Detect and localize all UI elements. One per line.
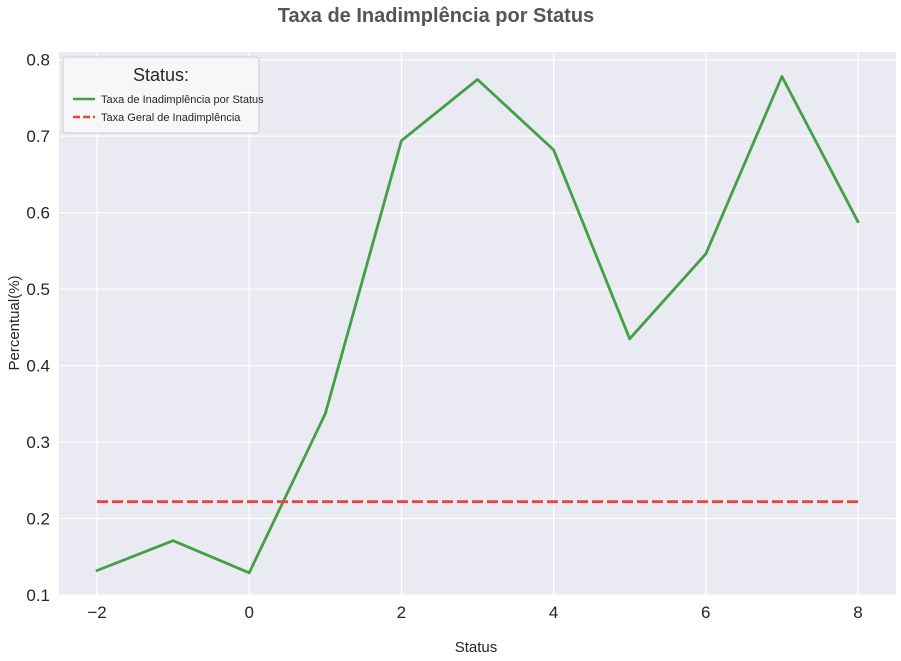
- legend-label-series-2: Taxa Geral de Inadimplência: [101, 112, 241, 124]
- series-1-point: [629, 338, 631, 340]
- series-line-1: [95, 75, 860, 575]
- plot-area: [59, 52, 896, 595]
- series-2-point: [96, 501, 98, 503]
- x-tick-label: 0: [244, 603, 253, 622]
- y-axis-label: Percentual(%): [6, 275, 23, 370]
- series-1-point: [477, 79, 479, 81]
- series-1-point: [553, 149, 555, 151]
- x-tick-label: −2: [87, 603, 106, 622]
- legend-box: [62, 56, 260, 134]
- y-tick-label: 0.7: [26, 127, 50, 146]
- y-tick-label: 0.1: [26, 586, 50, 605]
- x-tick-label: 6: [701, 603, 710, 622]
- x-tick-labels: −2 0 2 4 6 8: [87, 603, 862, 622]
- series-1-point: [857, 221, 859, 223]
- series-2-point: [857, 501, 859, 503]
- series-1-point: [172, 540, 174, 542]
- x-tick-label: 2: [397, 603, 406, 622]
- series-1-point: [705, 253, 707, 255]
- series-1-point: [400, 140, 402, 142]
- y-tick-label: 0.2: [26, 510, 50, 529]
- y-tick-labels: 0.1 0.2 0.3 0.4 0.5 0.6 0.7 0.8: [26, 51, 50, 605]
- series-1-point: [248, 572, 250, 574]
- chart-title: Taxa de Inadimplência por Status: [278, 5, 594, 27]
- legend: Status: Taxa de Inadimplência por Status…: [62, 56, 264, 134]
- y-tick-label: 0.8: [26, 51, 50, 70]
- y-tick-label: 0.4: [26, 357, 50, 376]
- legend-title: Status:: [133, 65, 189, 85]
- series-group: [95, 75, 860, 575]
- y-tick-label: 0.5: [26, 280, 50, 299]
- series-1-point: [324, 413, 326, 415]
- x-tick-label: 8: [853, 603, 862, 622]
- y-tick-label: 0.6: [26, 204, 50, 223]
- legend-label-series-1: Taxa de Inadimplência por Status: [101, 94, 264, 106]
- series-1-point: [781, 75, 783, 77]
- series-1-point: [96, 570, 98, 572]
- x-axis-label: Status: [455, 639, 498, 656]
- y-tick-label: 0.3: [26, 433, 50, 452]
- x-tick-label: 4: [549, 603, 558, 622]
